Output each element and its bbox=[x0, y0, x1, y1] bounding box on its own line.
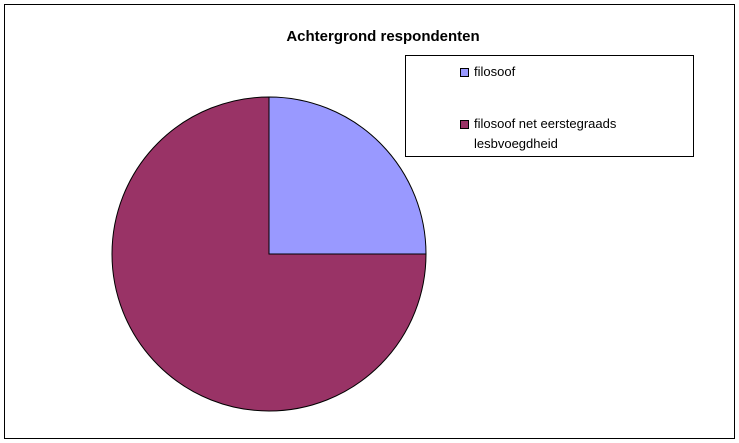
legend-entry: filosoof net eerstegraads lesbvoegdheid bbox=[460, 114, 670, 154]
pie-slice bbox=[268, 96, 427, 255]
legend-entry: filosoof bbox=[460, 62, 670, 82]
chart-title: Achtergrond respondenten bbox=[286, 28, 479, 45]
legend: filosoof filosoof net eerstegraads lesbvo… bbox=[405, 55, 694, 157]
legend-swatch bbox=[460, 120, 469, 129]
pie-slice bbox=[111, 96, 427, 412]
legend-swatch bbox=[460, 68, 469, 77]
legend-label: filosoof net eerstegraads lesbvoegdheid bbox=[474, 116, 617, 151]
legend-label: filosoof bbox=[474, 64, 516, 79]
